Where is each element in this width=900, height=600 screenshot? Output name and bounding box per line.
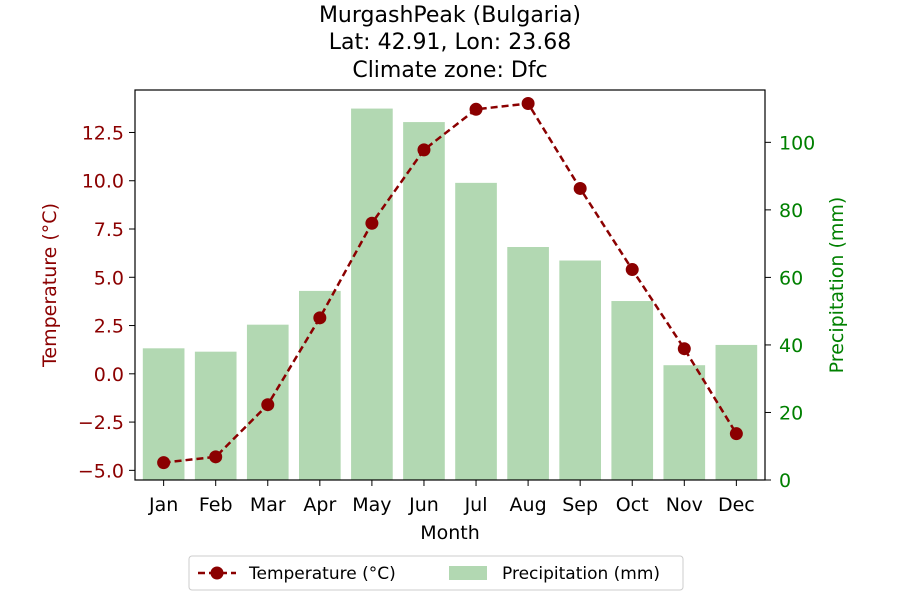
y-right-tick-label: 20 [779,402,803,424]
y-right-tick-label: 40 [779,335,803,357]
precip-bar-jun [403,122,445,481]
temperature-point-nov [677,342,691,356]
temperature-point-dec [729,427,743,441]
precip-bar-oct [611,301,654,480]
legend: Temperature (°C) Precipitation (mm) [188,555,684,591]
y-right-tick-label: 100 [779,132,815,154]
legend-precipitation-swatch [449,566,487,580]
x-tick-label-jan: Jan [148,494,178,516]
y-left-tick-label: 2.5 [94,316,124,338]
temperature-point-sep [573,181,587,195]
x-tick-label-nov: Nov [666,494,703,516]
temperature-point-mar [261,398,275,412]
x-tick-label-aug: Aug [510,494,547,516]
y-right-tick-label: 0 [779,470,791,492]
temperature-point-feb [209,450,223,464]
chart-title-line-2: Lat: 42.91, Lon: 23.68 [329,30,571,55]
x-tick-label-feb: Feb [199,494,233,516]
legend-temperature-label: Temperature (°C) [248,564,396,584]
temperature-point-jul [469,102,483,116]
temperature-point-aug [521,97,535,111]
legend-temperature-marker [210,566,224,580]
temperature-point-may [365,216,379,230]
y-left-tick-label: −5.0 [78,460,124,482]
y-left-tick-label: 7.5 [94,219,124,241]
x-tick-label-oct: Oct [616,494,649,516]
temperature-point-jan [157,456,171,470]
precipitation-bars [142,108,758,481]
temperature-point-oct [625,263,639,277]
y-left-tick-label: 10.0 [82,171,124,193]
temperature-point-jun [417,143,431,157]
chart-title-line-1: MurgashPeak (Bulgaria) [319,3,581,28]
temperature-line [157,97,743,470]
precip-bar-dec [715,344,758,480]
y-axis-left-label: Temperature (°C) [39,203,61,368]
chart-title-line-3: Climate zone: Dfc [352,58,547,83]
x-tick-label-dec: Dec [718,494,755,516]
plot-frame [134,89,766,481]
y-right-tick-label: 60 [779,267,803,289]
precip-bar-jul [455,182,497,480]
y-left-tick-label: 0.0 [94,364,124,386]
x-tick-label-apr: Apr [303,494,336,516]
x-tick-label-jul: Jul [464,494,488,516]
precip-bar-may [351,108,393,481]
axes: Jan Feb Mar Apr May Jun Jul Aug Sep Oct Nov Dec −5.0… [78,89,815,516]
temperature-series-line [163,102,738,464]
y-left-tick-label: 5.0 [94,267,124,289]
legend-precipitation-label: Precipitation (mm) [502,564,660,584]
x-axis-label: Month [420,522,480,544]
y-axis-right-label: Precipitation (mm) [826,197,848,374]
x-tick-label-may: May [352,494,391,516]
legend-box [188,555,684,591]
precip-bar-nov [663,365,706,480]
precip-bar-sep [559,260,601,480]
y-left-tick-label: 12.5 [82,122,124,144]
y-right-tick-label: 80 [779,200,803,222]
precip-bar-aug [507,247,549,480]
x-tick-label-jun: Jun [408,494,439,516]
x-tick-label-sep: Sep [562,494,598,516]
x-tick-label-mar: Mar [250,494,286,516]
temperature-point-apr [313,311,327,325]
y-left-tick-label: −2.5 [78,412,124,434]
